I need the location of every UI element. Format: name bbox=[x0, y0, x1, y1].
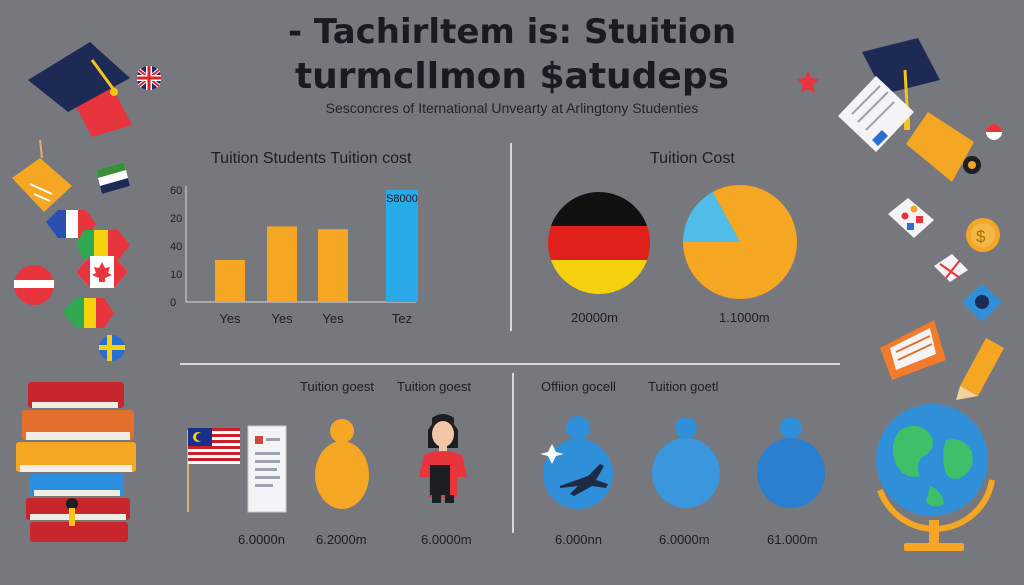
bar-2 bbox=[267, 226, 297, 302]
round-flag-icon bbox=[14, 265, 54, 305]
bottom-right-value-3: 61.000m bbox=[767, 532, 818, 547]
bar-value-label: S8000 bbox=[386, 193, 418, 205]
books-stack-icon bbox=[16, 382, 136, 542]
person-icon bbox=[419, 414, 467, 503]
bar-3 bbox=[318, 229, 348, 302]
pie-cost-label: 1.1000m bbox=[719, 310, 770, 325]
svg-text:$: $ bbox=[976, 227, 986, 246]
student-figure-blue-icon-2 bbox=[757, 417, 825, 508]
student-figure-icon bbox=[315, 419, 369, 509]
bar-4 bbox=[386, 190, 418, 302]
horizontal-divider bbox=[180, 363, 840, 365]
page-title: - Tachirltem is: Stuition bbox=[287, 12, 737, 52]
uk-flag-icon bbox=[137, 66, 161, 90]
y-tick-label: 0 bbox=[170, 297, 176, 309]
pie-slice-minor bbox=[682, 192, 740, 242]
pencil-icon bbox=[956, 338, 1004, 400]
page-title-line2: turmcllmon $atudeps bbox=[294, 56, 730, 97]
globe-icon bbox=[876, 404, 995, 551]
bottom-left-value-1: 6.0000n bbox=[238, 532, 285, 547]
x-tick-label: Tez bbox=[392, 311, 412, 326]
x-tick-label: Yes bbox=[219, 311, 241, 326]
bottom-left-header-1: Tuition goest bbox=[300, 379, 374, 394]
x-tick-label: Yes bbox=[271, 311, 293, 326]
bar-chart-title: Tuition Students Tuition cost bbox=[211, 150, 412, 167]
star-icon bbox=[797, 70, 819, 93]
bottom-left-value-3: 6.0000m bbox=[421, 532, 472, 547]
coin-dark-icon bbox=[963, 156, 981, 174]
france-flag-icon bbox=[46, 210, 96, 238]
bottom-left-header-2: Tuition goest bbox=[397, 379, 471, 394]
notebook-right-icon bbox=[880, 320, 946, 380]
y-tick-label: 20 bbox=[170, 213, 182, 225]
sweden-flag-icon bbox=[99, 335, 125, 361]
germany-cost-label: 20000m bbox=[571, 310, 618, 325]
vertical-divider-top bbox=[510, 143, 512, 331]
bottom-right-header-1: Offiion gocell bbox=[541, 379, 616, 394]
card-icon bbox=[888, 198, 934, 238]
bar-1 bbox=[215, 260, 245, 302]
envelope-icon bbox=[934, 254, 968, 282]
flag-icon bbox=[96, 162, 130, 194]
vertical-divider-bottom bbox=[512, 373, 514, 533]
airplane-figure-icon bbox=[540, 416, 613, 509]
bottom-right-value-2: 6.0000m bbox=[659, 532, 710, 547]
notebook-icon bbox=[906, 112, 974, 182]
bottom-right-value-1: 6.000nn bbox=[555, 532, 602, 547]
coin-icon: $ bbox=[966, 218, 1000, 252]
canada-flag-icon bbox=[76, 256, 128, 288]
y-tick-label: 60 bbox=[170, 185, 182, 197]
bottom-left-value-2: 6.2000m bbox=[316, 532, 367, 547]
tuition-cost-title: Tuition Cost bbox=[650, 150, 735, 167]
pie-slice-major bbox=[683, 185, 797, 300]
mali-flag-icon bbox=[76, 230, 130, 260]
germany-flag-icon bbox=[548, 192, 650, 294]
malaysia-flag-icon bbox=[187, 428, 240, 512]
document-icon-right bbox=[838, 76, 914, 152]
badge-icon bbox=[962, 284, 1002, 322]
graduation-cap-icon bbox=[28, 42, 132, 137]
luggage-tag-icon bbox=[12, 139, 72, 212]
senegal-flag-icon bbox=[62, 298, 114, 328]
document-icon bbox=[247, 425, 287, 513]
pie-chart bbox=[682, 185, 797, 300]
y-tick-label: 10 bbox=[170, 269, 182, 281]
bottom-right-header-2: Tuition goetl bbox=[648, 379, 719, 394]
x-tick-label: Yes bbox=[322, 311, 344, 326]
student-figure-blue-icon bbox=[652, 417, 720, 508]
page-subtitle: Sesconcres of Iternational Unvearty at A… bbox=[325, 100, 699, 116]
y-tick-label: 40 bbox=[170, 241, 182, 253]
pokeball-icon bbox=[986, 124, 1002, 140]
